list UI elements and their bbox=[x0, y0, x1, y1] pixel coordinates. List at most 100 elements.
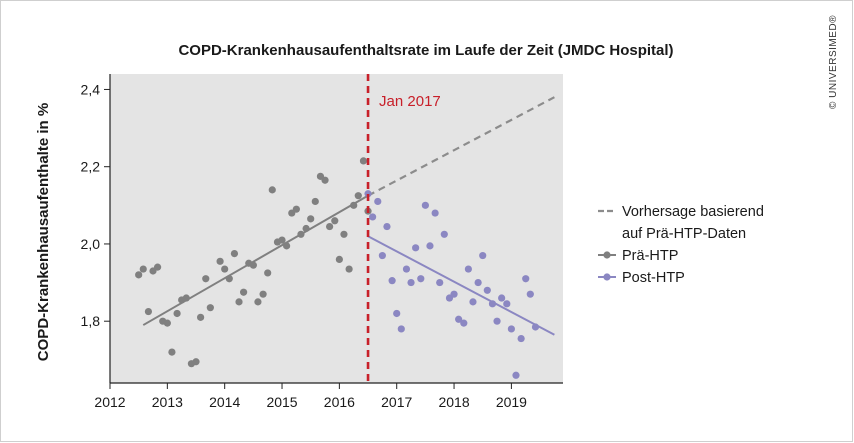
pre-htp-point bbox=[182, 294, 190, 302]
pre-htp-point bbox=[354, 192, 362, 200]
post-htp-point bbox=[426, 242, 434, 250]
axes: 2012 2013 2014 2015 2016 2017 2018 2019 1,8 2,0 2,… bbox=[81, 74, 563, 410]
chart-title: COPD-Krankenhausaufenthaltsrate im Laufe… bbox=[178, 42, 673, 59]
y-tick-label: 2,2 bbox=[81, 159, 101, 175]
post-htp-point bbox=[460, 319, 468, 327]
post-htp-point bbox=[417, 275, 425, 283]
pre-htp-point bbox=[268, 186, 276, 194]
post-htp-point bbox=[402, 265, 411, 273]
legend: Vorhersage basierend auf Prä-HTP-Daten Prä… bbox=[598, 204, 764, 286]
pre-htp-point bbox=[311, 197, 319, 206]
post-htp-point bbox=[450, 290, 458, 298]
pre-htp-point bbox=[197, 313, 205, 321]
x-tick-label: 2019 bbox=[496, 394, 527, 410]
x-tick-label: 2012 bbox=[94, 394, 125, 410]
post-htp-point bbox=[388, 277, 396, 285]
legend-forecast-label: Vorhersage basierend bbox=[622, 204, 764, 220]
post-htp-point bbox=[407, 278, 415, 287]
x-tick-label: 2017 bbox=[381, 394, 412, 410]
post-htp-point bbox=[498, 294, 506, 302]
watermark-logo: © UNIVERSIMED® bbox=[828, 15, 839, 109]
post-htp-point bbox=[455, 315, 463, 323]
pre-htp-point bbox=[254, 298, 262, 306]
pre-htp-point bbox=[230, 250, 239, 258]
pre-htp-point bbox=[292, 205, 300, 213]
post-htp-point bbox=[436, 278, 444, 287]
pre-htp-point bbox=[331, 217, 339, 225]
post-htp-point bbox=[469, 298, 477, 306]
post-htp-point bbox=[488, 300, 497, 308]
pre-htp-point bbox=[144, 307, 153, 316]
post-htp-point bbox=[431, 209, 439, 217]
pre-htp-point bbox=[240, 288, 248, 296]
pre-htp-point bbox=[225, 275, 233, 283]
post-htp-point bbox=[512, 371, 520, 379]
pre-htp-point bbox=[264, 269, 272, 277]
post-htp-point bbox=[503, 300, 511, 308]
post-htp-point bbox=[507, 325, 515, 333]
intervention-label: Jan 2017 bbox=[379, 93, 441, 110]
pre-htp-point bbox=[135, 271, 143, 279]
pre-htp-point bbox=[235, 298, 243, 306]
pre-htp-point bbox=[139, 265, 147, 273]
pre-htp-point bbox=[340, 230, 348, 238]
post-htp-point bbox=[474, 278, 482, 287]
post-htp-point bbox=[483, 286, 491, 294]
post-htp-point bbox=[531, 323, 540, 331]
y-tick-label: 2,4 bbox=[81, 81, 101, 97]
intervention-layer: Jan 2017 bbox=[366, 74, 441, 383]
pre-htp-point bbox=[216, 257, 224, 265]
legend-pre-htp-label: Prä-HTP bbox=[622, 248, 678, 264]
post-htp-point bbox=[493, 317, 501, 325]
series-layer bbox=[135, 96, 555, 379]
pre-htp-point bbox=[345, 265, 353, 273]
y-tick-label: 2,0 bbox=[81, 236, 101, 252]
pre-htp-point bbox=[163, 319, 171, 327]
pre-htp-point bbox=[202, 275, 210, 283]
y-tick-label: 1,8 bbox=[81, 313, 101, 329]
pre-htp-point bbox=[192, 358, 200, 366]
post-htp-point bbox=[421, 201, 429, 209]
x-tick-label: 2018 bbox=[438, 394, 469, 410]
post-htp-point bbox=[397, 325, 405, 333]
post-htp-point bbox=[374, 197, 382, 206]
post-htp-point bbox=[526, 290, 534, 298]
pre-htp-point bbox=[335, 255, 343, 263]
pre-htp-point bbox=[153, 263, 162, 271]
post-htp-point bbox=[378, 251, 386, 260]
pre-htp-point bbox=[350, 201, 358, 209]
pre-htp-point bbox=[326, 222, 334, 231]
legend-post-htp-marker bbox=[603, 273, 611, 281]
x-tick-label: 2014 bbox=[209, 394, 240, 410]
post-htp-point bbox=[383, 222, 391, 231]
y-axis-label: COPD-Krankenhausaufenthalte in % bbox=[35, 103, 52, 361]
post-htp-point bbox=[440, 230, 448, 238]
post-htp-point bbox=[517, 334, 525, 343]
pre-htp-point bbox=[321, 176, 329, 184]
post-htp-point bbox=[364, 190, 372, 198]
legend-pre-htp-marker bbox=[603, 251, 611, 259]
post-htp-trend-line bbox=[367, 235, 555, 336]
pre-htp-point bbox=[259, 290, 267, 298]
pre-htp-point bbox=[249, 261, 257, 269]
plot-area bbox=[110, 74, 563, 383]
post-htp-point bbox=[393, 309, 401, 318]
pre-htp-point bbox=[359, 157, 368, 165]
pre-htp-point bbox=[307, 215, 315, 223]
pre-htp-point bbox=[278, 236, 286, 244]
post-htp-point bbox=[412, 244, 420, 252]
pre-htp-point bbox=[168, 348, 176, 356]
legend-post-htp-label: Post-HTP bbox=[622, 270, 685, 286]
pre-htp-point bbox=[297, 230, 305, 238]
pre-htp-point bbox=[283, 242, 291, 250]
post-htp-point bbox=[522, 275, 530, 283]
x-tick-label: 2015 bbox=[266, 394, 297, 410]
post-htp-point bbox=[464, 265, 472, 273]
pre-htp-point bbox=[173, 309, 181, 318]
legend-forecast-label: auf Prä-HTP-Daten bbox=[622, 226, 746, 242]
x-tick-label: 2013 bbox=[152, 394, 183, 410]
post-htp-point bbox=[479, 251, 487, 260]
pre-htp-trend-line bbox=[142, 194, 369, 326]
x-tick-label: 2016 bbox=[324, 394, 355, 410]
